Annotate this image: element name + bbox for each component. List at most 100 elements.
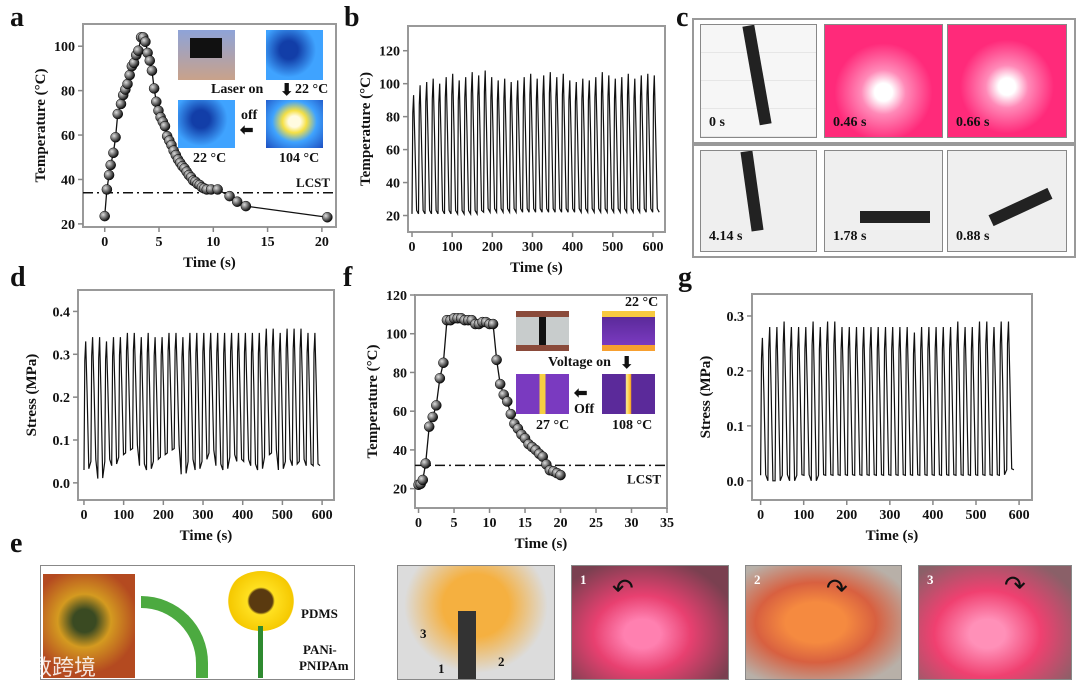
y-tick-label: 120 [379,45,400,60]
data-point [101,184,113,195]
x-tick-label: 0 [415,516,422,531]
chart-a: 0 5 10 15 20 20 40 60 80 100 Time (s) Temperature (… [33,23,337,271]
temp-hot-label: 104 °C [279,151,320,166]
y-tick-label: 40 [61,173,75,188]
voltage-on-label: Voltage on [548,355,611,370]
data-point [502,396,513,407]
arrow-down-icon: ⬇ [280,82,294,99]
x-tick-label: 0 [80,508,87,523]
y-tick-label: 60 [386,144,400,159]
y-axis-label: Stress (MPa) [698,356,714,439]
plot-frame [751,293,1033,501]
y-tick-label: 60 [393,405,407,420]
x-tick-label: 200 [482,240,503,255]
x-tick-label: 200 [153,508,174,523]
flower-step-2: 2 ↷ [745,565,902,680]
temp-start-label-f: 22 °C [625,295,659,310]
panel-label-g: g [678,262,692,293]
bilayer-strip-illustration [141,596,208,678]
data-point [151,96,162,107]
ir-image-end [178,100,235,148]
temp-end-label-f: 27 °C [536,418,570,433]
x-tick-label: 100 [442,240,463,255]
data-point [423,421,435,432]
chart-g: 0 100 200 300 400 500 600 0.0 0.1 0.2 0.3 Time (s) S… [698,293,1033,544]
lcst-label: LCST [296,175,330,190]
panel-label-d: d [10,262,26,293]
y-axis-label: Temperature (°C) [33,69,49,183]
off-label: off [241,108,258,123]
chart-f: 0 5 10 15 20 25 30 35 20 40 60 80 100 120 Time (s) Temp… [365,289,674,552]
data-point [124,69,135,81]
chart-d: 0 100 200 300 400 500 600 0.0 0.1 0.2 0.3 0.4 Time (… [24,289,335,544]
arrow-down-icon: ⬇ [620,355,634,372]
x-tick-label: 600 [642,240,663,255]
y-tick-label: 0.0 [53,477,71,492]
flower-photo-static: 1 2 3 [397,565,555,680]
data-point [434,373,446,384]
thermal-image-hot [602,374,655,414]
y-tick-label: 40 [386,177,400,192]
data-point [417,474,429,486]
x-tick-label: 600 [1009,508,1030,523]
x-tick-label: 400 [922,508,943,523]
y-tick-label: 40 [393,444,407,459]
sunflower-illustration [226,571,296,631]
sunflower-photo [43,574,135,678]
y-tick-label: 80 [61,85,75,100]
flower-step-3: 3 ↷ [918,565,1072,680]
x-tick-label: 10 [206,235,220,250]
x-tick-label: 25 [589,516,603,531]
actuation-frame-2: 0.46 s [824,24,943,138]
data-point [420,458,431,469]
x-tick-label: 500 [602,240,623,255]
y-tick-label: 20 [393,483,407,498]
data-point [115,98,127,110]
x-tick-label: 35 [660,516,674,531]
thermal-image-start [602,311,655,351]
data-line [760,321,1015,482]
x-tick-label: 20 [315,235,329,250]
laser-on-label: Laser on [211,82,264,97]
curved-arrow-icon: ↶ [612,574,634,603]
x-tick-label: 15 [518,516,532,531]
temp-end-label: 22 °C [193,151,227,166]
y-tick-label: 0.1 [727,420,745,435]
temp-hot-label-f: 108 °C [612,418,653,433]
y-tick-label: 120 [386,289,407,304]
x-tick-label: 500 [272,508,293,523]
data-point [231,196,243,207]
curved-arrow-icon: ↷ [1004,571,1026,600]
data-point [108,147,119,159]
x-tick-label: 200 [836,508,857,523]
data-point [146,65,158,76]
sunflower-schematic: PDMS PANi- PNIPAm [40,565,355,680]
y-tick-label: 0.2 [727,365,745,380]
plot-frame [414,294,668,509]
x-axis-label: Time (s) [510,260,563,276]
y-tick-label: 100 [54,40,75,55]
panel-c-bottom-frame [692,144,1076,258]
x-tick-label: 10 [483,516,497,531]
data-point [427,411,438,423]
pani-label-2: PNIPAm [299,658,349,673]
x-axis-label: Time (s) [183,255,236,271]
thermal-image-end [516,374,569,414]
pdms-label: PDMS [301,606,338,621]
stem-illustration [258,626,263,678]
y-tick-label: 100 [379,78,400,93]
x-tick-label: 0 [757,508,764,523]
panel-label-f: f [343,262,353,293]
x-tick-label: 300 [193,508,214,523]
actuation-frame-3: 0.66 s [947,24,1067,138]
y-tick-label: 0.0 [727,475,745,490]
data-point [148,83,160,94]
x-tick-label: 600 [312,508,333,523]
data-point [159,120,171,132]
data-point [105,159,116,171]
actuation-frame-5: 1.78 s [824,150,943,252]
ir-image-hot [266,100,323,148]
x-tick-label: 0 [409,240,416,255]
